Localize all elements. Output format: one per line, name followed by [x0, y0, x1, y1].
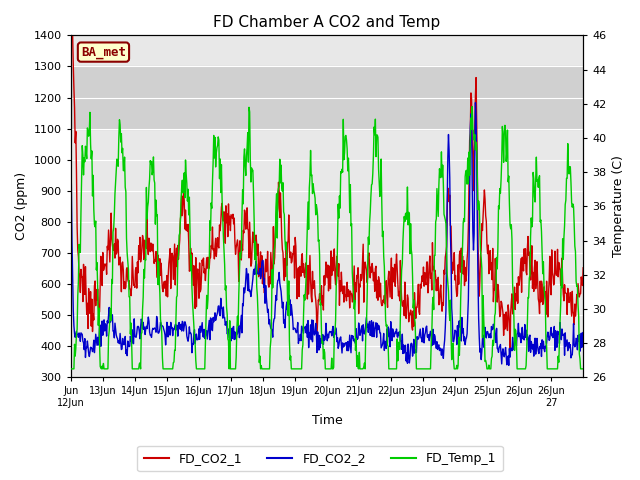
Y-axis label: CO2 (ppm): CO2 (ppm) [15, 172, 28, 240]
X-axis label: Time: Time [312, 414, 342, 427]
Text: BA_met: BA_met [81, 46, 126, 59]
Y-axis label: Temperature (C): Temperature (C) [612, 156, 625, 257]
Bar [70, 66, 583, 129]
Title: FD Chamber A CO2 and Temp: FD Chamber A CO2 and Temp [213, 15, 440, 30]
Legend: FD_CO2_1, FD_CO2_2, FD_Temp_1: FD_CO2_1, FD_CO2_2, FD_Temp_1 [138, 446, 502, 471]
